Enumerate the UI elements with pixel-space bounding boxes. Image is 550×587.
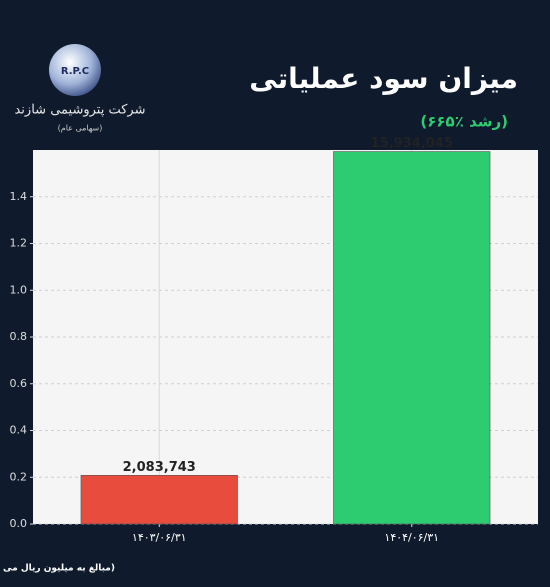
y-tick-label: 1.4 (10, 190, 28, 203)
y-tick-label: 0.8 (10, 330, 28, 343)
y-tick-label: 0.0 (10, 517, 28, 530)
bar (80, 474, 238, 525)
logo (49, 44, 101, 96)
x-tick-label: ۱۴۰۳/۰۶/۳۱ (132, 531, 187, 544)
x-tick-label: ۱۴۰۴/۰۶/۳۱ (384, 531, 439, 544)
company-name: شرکت پتروشیمی شازند (14, 103, 145, 118)
chart-subtitle: (۶۶۵٪ رشد) (420, 113, 508, 131)
footnote: (مبالغ به میلیون ریال می باشد) (0, 564, 115, 574)
y-tick-label: 0.4 (10, 424, 28, 437)
data-label: 2,083,743 (123, 460, 196, 475)
logo-text: R.P.C (61, 66, 89, 77)
y-tick-label: 1.2 (10, 237, 28, 250)
y-tick-label: 0.2 (10, 470, 28, 483)
y-tick-label: 1.0 (10, 283, 28, 296)
data-label: 15,934,045 (371, 136, 453, 151)
company-note: (سهامی عام) (58, 124, 103, 133)
bar (333, 151, 491, 525)
chart-title: میزان سود عملیاتی (249, 62, 518, 95)
y-tick-label: 0.6 (10, 377, 28, 390)
